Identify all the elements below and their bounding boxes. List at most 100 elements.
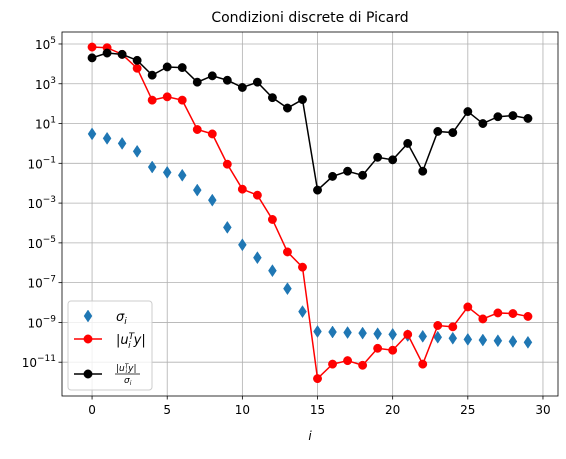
x-tick-label: 15 — [310, 403, 325, 417]
data-point-ratio — [508, 111, 518, 121]
data-point-uty — [267, 215, 277, 224]
data-point-ratio — [448, 128, 458, 138]
data-point-sigma — [433, 330, 443, 344]
data-point-sigma — [117, 136, 127, 150]
y-tick-label: 10−11 — [22, 354, 56, 370]
data-point-ratio — [463, 107, 473, 117]
data-point-ratio — [373, 152, 383, 162]
data-point-ratio — [117, 49, 127, 59]
data-point-ratio — [418, 166, 428, 176]
data-point-sigma — [268, 264, 277, 278]
data-point-uty — [328, 359, 337, 369]
y-tick-label: 10−3 — [27, 195, 56, 211]
data-point-ratio — [343, 166, 353, 176]
legend-frame — [67, 300, 153, 391]
data-point-ratio — [298, 95, 307, 105]
data-point-uty — [493, 308, 503, 318]
x-tick-label: 5 — [163, 403, 171, 417]
data-point-sigma — [208, 193, 217, 207]
data-point-uty — [298, 262, 307, 272]
data-point-uty — [132, 63, 142, 73]
data-point-sigma — [177, 168, 187, 182]
data-point-uty — [192, 125, 202, 134]
x-tick-label: 30 — [535, 403, 550, 417]
data-point-ratio — [358, 170, 368, 180]
data-point-uty — [433, 321, 443, 330]
data-point-ratio — [403, 138, 413, 148]
legend-marker-ratio — [83, 369, 93, 379]
data-point-uty — [343, 356, 353, 366]
x-axis-label: i — [308, 429, 312, 443]
data-point-uty — [147, 95, 157, 105]
data-point-sigma — [192, 183, 202, 197]
data-point-sigma — [463, 332, 473, 346]
plot-frame — [61, 31, 559, 397]
x-tick-label: 20 — [385, 403, 400, 417]
y-tick-label: 10−5 — [27, 235, 56, 251]
data-point-sigma — [478, 333, 488, 347]
y-tick-label: 10−7 — [27, 275, 56, 291]
series-line-ratio — [91, 52, 529, 192]
legend-label-sigma: σi — [116, 310, 127, 327]
ticks-layer: 0 5 10 15 20 25 30 10−11 10−9 10−7 10−5 10−3 10−1 101… — [22, 36, 551, 417]
data-point-ratio — [252, 77, 262, 87]
data-point-ratio — [207, 71, 217, 81]
data-point-ratio — [132, 55, 142, 65]
data-point-sigma — [223, 220, 232, 234]
data-point-ratio — [87, 53, 97, 63]
y-tick-label: 101 — [35, 116, 56, 132]
data-point-uty — [283, 247, 292, 257]
y-tick-label: 10−9 — [27, 314, 56, 330]
data-point-ratio — [283, 103, 292, 113]
data-point-sigma — [298, 305, 307, 319]
series-layer — [87, 42, 533, 384]
data-point-uty — [207, 129, 217, 139]
data-point-uty — [87, 42, 97, 52]
data-point-sigma — [388, 327, 397, 341]
data-point-sigma — [358, 326, 367, 340]
data-point-sigma — [102, 131, 112, 145]
data-point-ratio — [102, 48, 112, 58]
legend-label-den-ratio: σi — [124, 376, 132, 387]
data-point-sigma — [313, 325, 322, 338]
data-point-uty — [478, 314, 488, 324]
data-point-uty — [418, 359, 428, 369]
data-point-ratio — [267, 93, 277, 103]
data-point-uty — [388, 345, 398, 355]
x-tick-label: 10 — [235, 403, 250, 417]
legend-label-num-ratio: |uT iy| — [116, 363, 136, 375]
data-point-uty — [358, 360, 368, 370]
data-point-uty — [448, 322, 458, 332]
y-tick-label: 10−1 — [27, 155, 56, 171]
data-point-uty — [523, 311, 533, 321]
data-point-sigma — [493, 334, 503, 348]
data-point-uty — [222, 159, 232, 169]
data-point-sigma — [132, 144, 142, 158]
x-tick-label: 25 — [460, 403, 475, 417]
data-point-uty — [252, 190, 262, 200]
data-point-sigma — [283, 282, 292, 296]
series-line-uty — [92, 46, 529, 381]
data-point-ratio — [388, 155, 398, 165]
y-tick-label: 103 — [35, 76, 56, 92]
data-point-uty — [373, 343, 383, 353]
series-uty — [87, 42, 533, 384]
data-point-uty — [237, 184, 247, 194]
data-point-sigma — [147, 160, 157, 174]
legend-label-uty: |uT i y| — [116, 332, 146, 351]
data-point-ratio — [192, 77, 202, 87]
data-point-sigma — [373, 327, 382, 341]
data-point-sigma — [162, 165, 172, 179]
legend-marker-uty — [83, 334, 93, 344]
y-tick-label: 105 — [35, 36, 56, 52]
data-point-ratio — [493, 112, 503, 122]
data-point-sigma — [238, 238, 247, 252]
legend: σi|uT i y||uT iy|σi — [67, 300, 153, 391]
data-point-uty — [177, 95, 187, 105]
data-point-sigma — [328, 325, 337, 339]
data-point-ratio — [313, 185, 322, 195]
data-point-uty — [403, 329, 413, 339]
data-point-sigma — [508, 335, 518, 348]
